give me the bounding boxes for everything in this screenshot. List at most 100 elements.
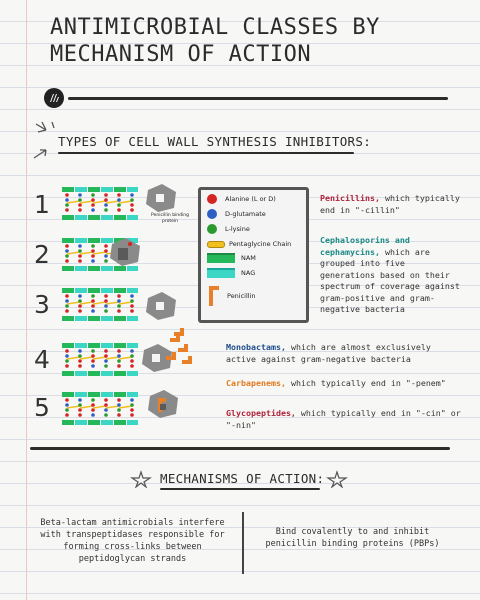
pbp-icon-3 — [146, 292, 176, 320]
sugar-unit — [88, 215, 100, 220]
sugar-unit — [114, 420, 126, 425]
pentaglycine-bridge — [92, 301, 107, 305]
amino-acid — [65, 304, 69, 308]
sugar-unit — [62, 392, 74, 397]
amino-acid — [117, 203, 121, 207]
amino-acid — [65, 359, 69, 363]
amino-acid — [104, 413, 108, 417]
pentaglycine-bridge — [118, 356, 133, 360]
amino-acid — [117, 349, 121, 353]
pbp-with-penicillin-icon-5 — [148, 390, 178, 418]
sugar-unit — [127, 238, 138, 243]
pentaglycine-bridge — [118, 301, 133, 305]
pentaglycine-bridge — [118, 200, 133, 204]
sugar-unit — [88, 288, 100, 293]
sugar-unit — [62, 420, 74, 425]
row-number-5: 5 — [34, 393, 50, 422]
sugar-unit — [114, 371, 126, 376]
glutamate-icon — [207, 209, 217, 219]
sugar-unit — [114, 343, 126, 348]
peptidoglycan-strip-3 — [62, 288, 138, 321]
amino-acid — [78, 309, 82, 313]
pentaglycine-bridge — [79, 200, 94, 204]
amino-acid — [65, 198, 69, 202]
sugar-unit — [127, 266, 138, 271]
sugar-unit — [62, 266, 74, 271]
peptidoglycan-strip-1 — [62, 187, 138, 220]
amino-acid — [65, 309, 69, 313]
amino-acid — [117, 198, 121, 202]
amino-acid — [91, 413, 95, 417]
pbp-with-penicillin-icon-4 — [142, 328, 192, 372]
amino-acid — [104, 299, 108, 303]
amino-acid — [91, 259, 95, 263]
sugar-unit — [114, 392, 126, 397]
sugar-unit — [88, 343, 100, 348]
amino-acid — [130, 309, 134, 313]
sugar-unit — [127, 316, 138, 321]
amino-acid — [104, 203, 108, 207]
sugar-unit — [88, 316, 100, 321]
amino-acid — [65, 299, 69, 303]
amino-acid — [117, 413, 121, 417]
amino-acid — [104, 193, 108, 197]
row-number-3: 3 — [34, 290, 50, 319]
pentaglycine-bridge — [79, 405, 94, 409]
amino-acid — [117, 193, 121, 197]
amino-acid — [117, 208, 121, 212]
peptidoglycan-strip-4 — [62, 343, 138, 376]
title-line-1: ANTIMICROBIAL CLASSES BY — [50, 15, 380, 40]
amino-acid — [78, 359, 82, 363]
pbp-bound-icon-2 — [110, 238, 140, 266]
amino-acid — [65, 398, 69, 402]
penicillin-icon — [209, 286, 219, 306]
amino-acid — [78, 403, 82, 407]
pentaglycine-bridge — [92, 200, 107, 204]
pentaglycine-bridge — [105, 356, 120, 360]
amino-acid — [130, 294, 134, 298]
amino-acid — [130, 299, 134, 303]
sugar-unit — [101, 238, 113, 243]
sugar-unit — [114, 288, 126, 293]
row-number-4: 4 — [34, 345, 50, 374]
description-text: which typically end in "-cillin" — [320, 193, 460, 215]
amino-acid — [104, 359, 108, 363]
star-doodle-icon-right — [326, 470, 348, 488]
amino-acid — [117, 359, 121, 363]
sugar-unit — [127, 371, 138, 376]
sugar-unit — [127, 392, 138, 397]
amino-acid — [91, 304, 95, 308]
amino-acid — [78, 364, 82, 368]
legend-label: Pentaglycine Chain — [229, 240, 292, 248]
amino-acid — [104, 244, 108, 248]
amino-acid — [104, 304, 108, 308]
amino-acid — [130, 413, 134, 417]
amino-acid — [91, 208, 95, 212]
amino-acid — [65, 354, 69, 358]
sugar-unit — [101, 187, 113, 192]
amino-acid — [117, 364, 121, 368]
amino-acid — [91, 249, 95, 253]
amino-acid — [91, 408, 95, 412]
star-doodle-icon — [130, 470, 152, 488]
sugar-unit — [88, 266, 100, 271]
legend-label: NAG — [241, 269, 256, 277]
sugar-unit — [101, 343, 113, 348]
amino-acid — [78, 203, 82, 207]
sugar-unit — [88, 187, 100, 192]
amino-acid — [130, 198, 134, 202]
amino-acid — [91, 403, 95, 407]
amino-acid — [104, 208, 108, 212]
sugar-unit — [114, 187, 126, 192]
amino-acid — [65, 408, 69, 412]
sugar-unit — [114, 266, 126, 271]
sugar-unit — [127, 187, 138, 192]
amino-acid — [104, 398, 108, 402]
amino-acid — [91, 294, 95, 298]
amino-acid — [91, 398, 95, 402]
mechanism-beta-lactam: Beta-lactam antimicrobials interfere wit… — [40, 518, 225, 564]
title-divider — [68, 97, 448, 100]
sugar-unit — [75, 288, 87, 293]
sugar-unit — [75, 316, 87, 321]
pentaglycine-bridge — [79, 251, 94, 255]
